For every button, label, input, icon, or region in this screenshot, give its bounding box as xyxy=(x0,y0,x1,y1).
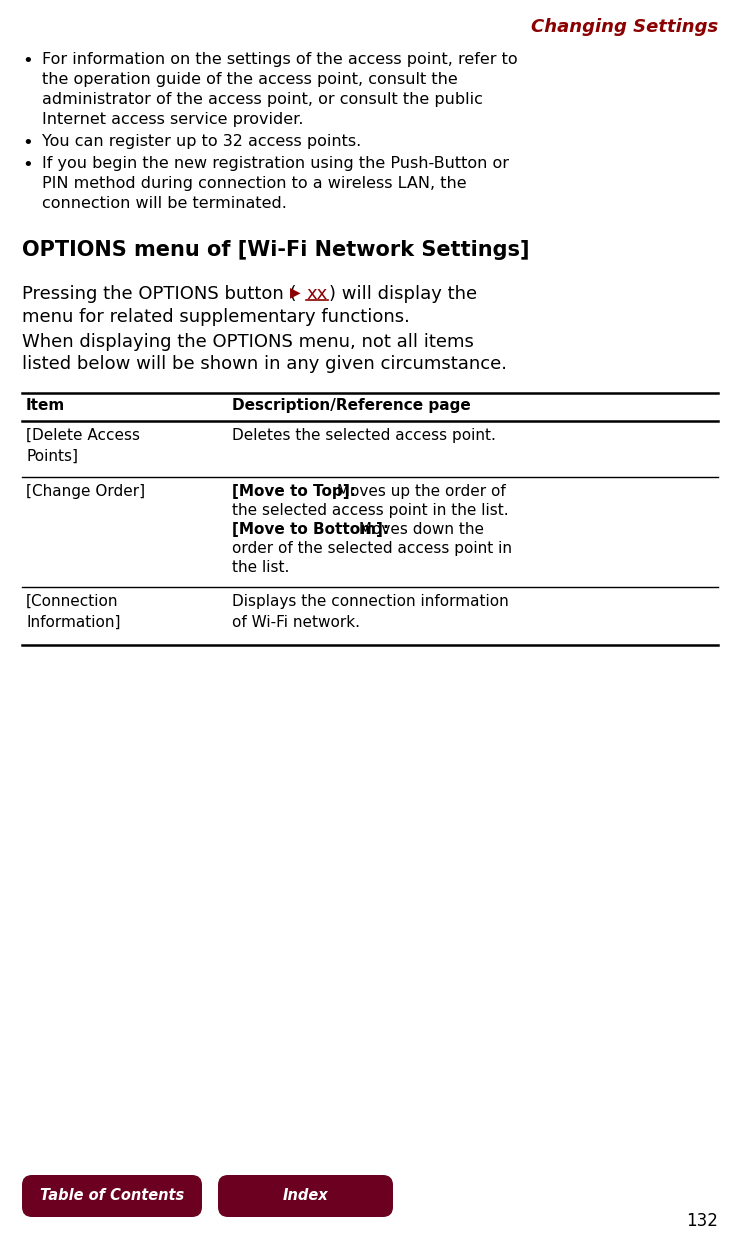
Text: Index: Index xyxy=(283,1189,328,1204)
Text: If you begin the new registration using the Push-Button or: If you begin the new registration using … xyxy=(42,156,509,171)
Text: [Connection
Information]: [Connection Information] xyxy=(26,594,120,630)
Text: Description/Reference page: Description/Reference page xyxy=(232,398,471,413)
Text: xx: xx xyxy=(306,285,327,303)
Text: ▶: ▶ xyxy=(290,285,300,299)
Text: menu for related supplementary functions.: menu for related supplementary functions… xyxy=(22,308,410,326)
Text: Moves up the order of: Moves up the order of xyxy=(332,484,506,499)
Text: [Delete Access
Points]: [Delete Access Points] xyxy=(26,428,140,464)
Text: PIN method during connection to a wireless LAN, the: PIN method during connection to a wirele… xyxy=(42,176,466,190)
Text: the list.: the list. xyxy=(232,560,289,575)
Text: Pressing the OPTIONS button (: Pressing the OPTIONS button ( xyxy=(22,285,297,303)
Text: Deletes the selected access point.: Deletes the selected access point. xyxy=(232,428,496,443)
Text: 132: 132 xyxy=(686,1211,718,1230)
Text: Table of Contents: Table of Contents xyxy=(40,1189,184,1204)
Text: You can register up to 32 access points.: You can register up to 32 access points. xyxy=(42,134,361,149)
Text: OPTIONS menu of [Wi-Fi Network Settings]: OPTIONS menu of [Wi-Fi Network Settings] xyxy=(22,240,529,260)
Text: Changing Settings: Changing Settings xyxy=(531,17,718,36)
Text: [Move to Top]:: [Move to Top]: xyxy=(232,484,356,499)
Text: Moves down the: Moves down the xyxy=(354,522,484,537)
Text: When displaying the OPTIONS menu, not all items: When displaying the OPTIONS menu, not al… xyxy=(22,332,474,351)
Text: For information on the settings of the access point, refer to: For information on the settings of the a… xyxy=(42,52,517,67)
Text: connection will be terminated.: connection will be terminated. xyxy=(42,195,287,210)
Text: listed below will be shown in any given circumstance.: listed below will be shown in any given … xyxy=(22,355,507,374)
Text: Item: Item xyxy=(26,398,65,413)
Text: •: • xyxy=(22,156,32,174)
FancyBboxPatch shape xyxy=(218,1175,393,1218)
Text: [Change Order]: [Change Order] xyxy=(26,484,145,499)
Text: Internet access service provider.: Internet access service provider. xyxy=(42,112,303,127)
Text: Displays the connection information
of Wi-Fi network.: Displays the connection information of W… xyxy=(232,594,508,630)
Text: the selected access point in the list.: the selected access point in the list. xyxy=(232,503,508,518)
Text: •: • xyxy=(22,134,32,152)
FancyBboxPatch shape xyxy=(22,1175,202,1218)
Text: the operation guide of the access point, consult the: the operation guide of the access point,… xyxy=(42,72,458,87)
Text: administrator of the access point, or consult the public: administrator of the access point, or co… xyxy=(42,92,483,107)
Text: •: • xyxy=(22,52,32,70)
Text: order of the selected access point in: order of the selected access point in xyxy=(232,542,512,557)
Text: [Move to Bottom]:: [Move to Bottom]: xyxy=(232,522,389,537)
Text: ) will display the: ) will display the xyxy=(329,285,477,303)
